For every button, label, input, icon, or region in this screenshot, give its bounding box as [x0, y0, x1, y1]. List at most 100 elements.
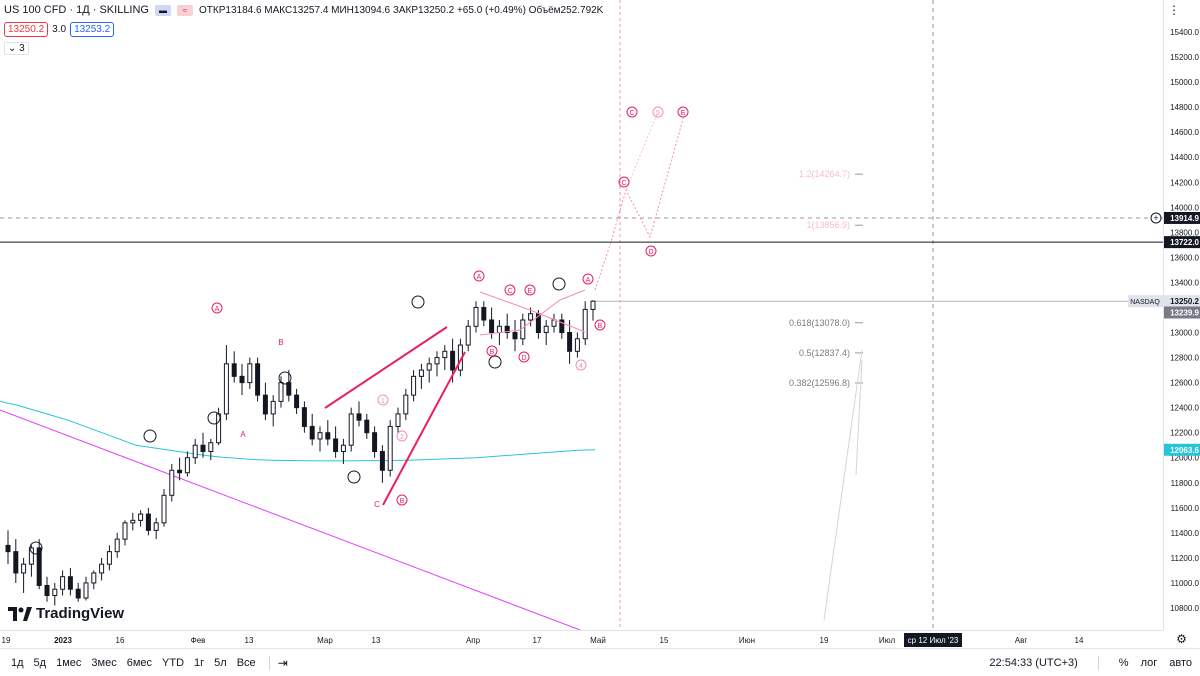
nasdaq-tag: NASDAQ: [1128, 295, 1163, 308]
candle-body: [192, 444, 198, 459]
ma-price-tag: 12063.6: [1164, 443, 1200, 456]
wave-label-ring: [575, 359, 587, 371]
price-axis[interactable]: 15400.0 15200.0 15000.0 14800.0 14600.0 14400…: [1163, 0, 1200, 630]
wave-label-text: E: [681, 110, 686, 117]
wave-label-text: D: [521, 355, 526, 362]
moving-average-line: [0, 400, 596, 462]
auto-toggle[interactable]: авто: [1169, 656, 1192, 669]
tf-3m[interactable]: 3мес: [91, 656, 117, 669]
buy-price-button[interactable]: 13253.2: [70, 22, 115, 37]
candle-body: [372, 432, 378, 452]
wave-circle-marker: [552, 277, 566, 291]
time-tick-label: Июл: [879, 636, 896, 645]
date-range-icon[interactable]: ⇥: [277, 655, 288, 670]
wave-label-ring: [677, 106, 689, 118]
candle-body: [223, 363, 229, 415]
price-tick-label: 14800.0: [1170, 103, 1199, 112]
tf-1y[interactable]: 1г: [194, 656, 205, 669]
time-tick-label: Апр: [466, 636, 481, 645]
wave-label-ring: [396, 494, 408, 506]
price-tick-label: 14400.0: [1170, 153, 1199, 162]
flag-icon[interactable]: ▬: [155, 4, 171, 16]
percent-toggle[interactable]: %: [1118, 656, 1129, 669]
candle-body: [356, 413, 362, 421]
candle-body: [481, 306, 487, 321]
ma-price-tag-bg: [1164, 443, 1200, 456]
candle-body: [403, 394, 409, 415]
candle: [582, 301, 588, 346]
symbol-title[interactable]: US 100 CFD · 1Д · SKILLING: [4, 4, 149, 16]
price-tick-label: 14000.0: [1170, 203, 1199, 212]
candle-body: [5, 544, 11, 553]
wave-label-circled: B: [594, 319, 606, 331]
candle-body: [36, 547, 42, 586]
wave-label-ring: [504, 284, 516, 296]
time-axis[interactable]: 19 2023 16 Фев 13 Мар 13 Апр 17 Май 15 Июн 19 Июл Авг 1…: [0, 630, 1163, 649]
compare-icon[interactable]: ≈: [177, 4, 193, 16]
clock-timezone[interactable]: 22:54:33 (UTC+3): [989, 656, 1078, 669]
candle: [567, 320, 573, 364]
candle: [379, 445, 385, 483]
price-tick-label: 12000.0: [1170, 454, 1199, 463]
last-price-tag-bg: [1164, 295, 1200, 308]
candle-body: [301, 407, 307, 427]
candle: [13, 539, 19, 583]
wave-label-ring: [211, 302, 223, 314]
candle-body: [184, 457, 190, 474]
fib-level-label: 0.618(13078.0): [789, 318, 850, 328]
wave-label-text: 4: [579, 363, 583, 370]
price-chart[interactable]: 1.2(14264.7) 1(13856.9) 0.618(13078.0) 0.5(…: [0, 0, 1163, 630]
candle: [239, 363, 245, 396]
log-toggle[interactable]: лог: [1140, 656, 1158, 669]
candle-body: [551, 319, 557, 327]
candle-body: [52, 588, 58, 596]
tf-1d[interactable]: 1д: [11, 656, 24, 669]
wave-label-circled: C: [626, 106, 638, 118]
chart-area[interactable]: 1.2(14264.7) 1(13856.9) 0.618(13078.0) 0.5(…: [0, 0, 1163, 630]
tradingview-logo[interactable]: TradingView: [8, 605, 124, 622]
candle: [169, 464, 175, 502]
candle-body: [169, 469, 175, 496]
trendline-magenta: [0, 409, 581, 630]
wave-label-ring: [645, 245, 657, 257]
candle: [309, 413, 315, 446]
gear-icon[interactable]: ⚙: [1176, 632, 1187, 646]
bottom-toolbar: 1д 5д 1мес 3мес 6мес YTD 1г 5л Все ⇥ 22:…: [0, 648, 1200, 676]
candle: [434, 351, 440, 377]
candle: [161, 489, 167, 527]
time-tick-label: 16: [116, 636, 125, 645]
candle-body: [582, 308, 588, 340]
wave-label-text: B: [598, 323, 603, 330]
candle-body: [512, 332, 518, 340]
tf-1m[interactable]: 1мес: [56, 656, 82, 669]
candle-body: [590, 300, 596, 310]
tf-all[interactable]: Все: [236, 656, 256, 669]
price-tick-label: 13000.0: [1170, 329, 1199, 338]
chevron-down-icon: ⌄: [8, 43, 17, 54]
wave-label-circled: E: [524, 284, 536, 296]
triangle-lower: [479, 289, 586, 336]
indicator-toggle[interactable]: ⌄ 3: [4, 42, 29, 55]
candle-body: [418, 369, 424, 377]
sell-price-button[interactable]: 13250.2: [4, 22, 49, 37]
tf-6m[interactable]: 6мес: [126, 656, 153, 669]
candle-body: [44, 584, 50, 596]
price-tick-label: 13600.0: [1170, 253, 1199, 262]
price-tick-label: 14200.0: [1170, 178, 1199, 187]
wave-label-ring: [582, 273, 594, 285]
axis-menu-icon[interactable]: ⋮: [1168, 3, 1180, 17]
wave-label-text: A: [215, 306, 220, 313]
candle-body: [489, 319, 495, 334]
candle: [504, 313, 510, 339]
wave-label-text: B: [490, 349, 495, 356]
candle: [247, 357, 253, 389]
tf-ytd[interactable]: YTD: [162, 656, 185, 669]
candle-body: [67, 576, 73, 590]
ma-price-tag-text: 12063.6: [1170, 446, 1199, 455]
tf-5d[interactable]: 5д: [33, 656, 47, 669]
trade-buttons: 13250.2 3.0 13253.2: [4, 22, 115, 37]
candle-body: [138, 513, 144, 521]
candle-body: [83, 582, 89, 599]
tf-5y[interactable]: 5л: [214, 656, 227, 669]
time-tick-label: Мар: [317, 636, 333, 645]
